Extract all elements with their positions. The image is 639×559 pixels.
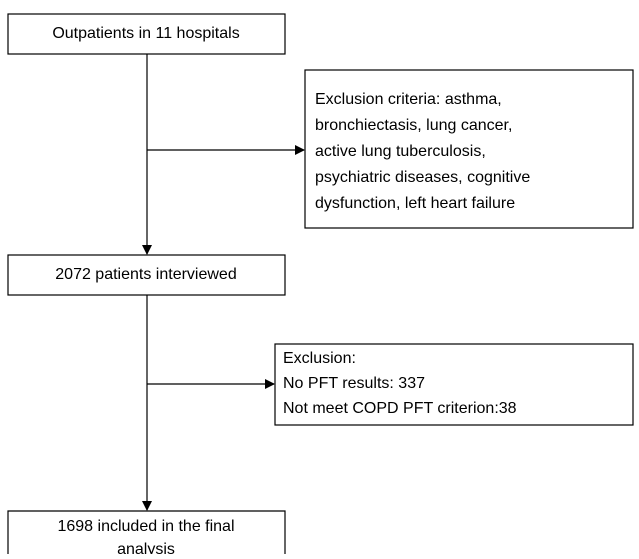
node-label: Exclusion criteria: asthma, (315, 91, 502, 108)
box (304, 69, 634, 229)
box (7, 254, 286, 296)
node-label: active lung tuberculosis, (315, 143, 486, 160)
node-label: analysis (117, 541, 175, 554)
box (7, 510, 286, 559)
node-label: 2072 patients interviewed (55, 266, 236, 283)
node-label: Outpatients in 11 hospitals (52, 25, 239, 42)
node-label: psychiatric diseases, cognitive (315, 169, 530, 186)
node-label: 1698 included in the final (57, 518, 234, 535)
node-label: bronchiectasis, lung cancer, (315, 117, 512, 134)
node-label: No PFT results: 337 (283, 375, 425, 392)
node-label: dysfunction, left heart failure (315, 195, 515, 212)
labels: Outpatients in 11 hospitals Exclusion cri… (52, 25, 530, 558)
node-label: Not meet COPD PFT criterion:38 (283, 400, 517, 417)
box (274, 343, 634, 426)
node-label: Exclusion: (283, 350, 356, 367)
box (7, 13, 286, 55)
